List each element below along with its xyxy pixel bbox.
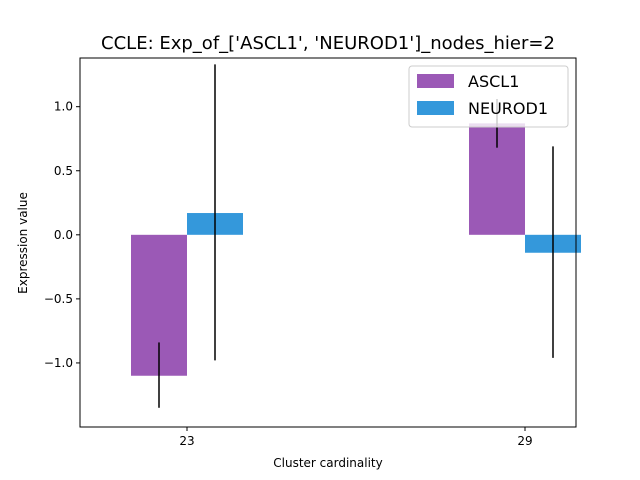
x-tick-label: 23 bbox=[179, 434, 194, 448]
legend-label-ascl1: ASCL1 bbox=[468, 72, 519, 91]
legend: ASCL1 NEUROD1 bbox=[408, 65, 569, 128]
y-tick-label: 0.0 bbox=[54, 228, 73, 242]
chart-title: CCLE: Exp_of_['ASCL1', 'NEUROD1']_nodes_… bbox=[101, 33, 555, 54]
y-axis-label: Expression value bbox=[16, 192, 30, 294]
y-tick-label: 1.0 bbox=[54, 100, 73, 114]
y-tick-label: −1.0 bbox=[44, 356, 73, 370]
legend-swatch-neurod1 bbox=[417, 101, 454, 115]
legend-swatch-ascl1 bbox=[417, 74, 454, 88]
plot-area: −1.0 −0.5 0.0 0.5 1.0 23 29 bbox=[44, 57, 581, 448]
y-tick-label: 0.5 bbox=[54, 164, 73, 178]
x-axis-label: Cluster cardinality bbox=[273, 456, 382, 470]
y-tick-label: −0.5 bbox=[44, 292, 73, 306]
x-tick-label: 29 bbox=[517, 434, 532, 448]
axes-frame bbox=[79, 57, 577, 428]
legend-label-neurod1: NEUROD1 bbox=[468, 99, 548, 118]
